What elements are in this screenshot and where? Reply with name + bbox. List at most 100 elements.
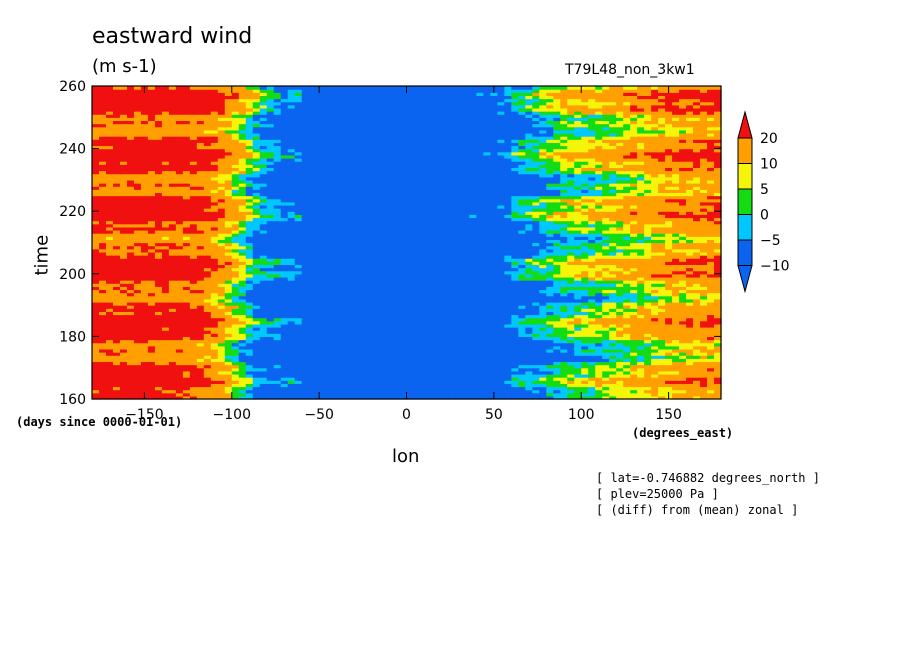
heatmap-cell xyxy=(371,348,380,353)
heatmap-cell xyxy=(175,361,184,366)
heatmap-cell xyxy=(483,380,491,384)
heatmap-cell xyxy=(294,352,303,356)
heatmap-cell xyxy=(532,361,540,366)
heatmap-cell xyxy=(420,395,429,400)
heatmap-cell xyxy=(406,358,415,363)
heatmap-cell xyxy=(168,380,177,384)
heatmap-cell xyxy=(679,348,687,353)
heatmap-cell xyxy=(378,377,387,381)
heatmap-cell xyxy=(308,345,317,350)
heatmap-cell xyxy=(679,358,687,363)
heatmap-cell xyxy=(665,386,673,391)
heatmap-cell xyxy=(490,380,498,384)
heatmap-cell xyxy=(420,386,429,391)
heatmap-cell xyxy=(462,380,470,384)
heatmap-cell xyxy=(553,392,561,397)
heatmap-cell xyxy=(196,373,205,378)
heatmap-cell xyxy=(511,355,519,359)
heatmap-cell xyxy=(413,370,422,375)
heatmap-cell xyxy=(154,373,163,378)
heatmap-cell xyxy=(518,361,526,366)
heatmap-cell xyxy=(553,370,561,375)
heatmap-cell xyxy=(679,377,687,381)
heatmap-cell xyxy=(483,395,491,400)
heatmap-cell xyxy=(700,395,708,400)
heatmap-cell xyxy=(196,367,205,372)
heatmap-cell xyxy=(455,348,464,353)
heatmap-cell xyxy=(357,370,366,375)
heatmap-cell xyxy=(175,383,184,388)
heatmap-cell xyxy=(203,392,212,397)
heatmap-cell xyxy=(511,345,519,350)
heatmap-cell xyxy=(315,386,324,391)
heatmap-cell xyxy=(539,377,547,381)
heatmap-cell xyxy=(574,389,582,394)
heatmap-cell xyxy=(168,389,177,394)
heatmap-cell xyxy=(462,352,470,356)
heatmap-cell xyxy=(287,358,296,363)
heatmap-cell xyxy=(462,383,470,388)
heatmap-cell xyxy=(259,370,268,375)
heatmap-cell xyxy=(259,348,268,353)
heatmap-cell xyxy=(406,389,415,394)
heatmap-cell xyxy=(616,386,624,391)
heatmap-cell xyxy=(126,355,135,359)
heatmap-cell xyxy=(588,358,596,363)
heatmap-cell xyxy=(567,361,575,366)
heatmap-cell xyxy=(224,370,233,375)
heatmap-cell xyxy=(434,380,443,384)
heatmap-cell xyxy=(392,373,401,378)
heatmap-cell xyxy=(364,383,373,388)
heatmap-cell xyxy=(217,389,226,394)
heatmap-cell xyxy=(98,352,107,356)
heatmap-cell xyxy=(637,392,645,397)
heatmap-cell xyxy=(462,355,470,359)
heatmap-cell xyxy=(189,395,198,400)
heatmap-cell xyxy=(301,395,310,400)
heatmap-cell xyxy=(525,367,533,372)
heatmap-cell xyxy=(427,389,436,394)
heatmap-cell xyxy=(182,352,191,356)
heatmap-cell xyxy=(350,355,359,359)
heatmap-cell xyxy=(112,361,121,366)
heatmap-cell xyxy=(455,389,464,394)
heatmap-cell xyxy=(119,389,128,394)
heatmap-cell xyxy=(602,370,610,375)
heatmap-cell xyxy=(623,386,631,391)
heatmap-cell xyxy=(252,361,261,366)
heatmap-cell xyxy=(546,380,554,384)
heatmap-cell xyxy=(455,370,464,375)
heatmap-cell xyxy=(553,364,561,369)
heatmap-cell xyxy=(364,367,373,372)
heatmap-cell xyxy=(266,380,275,384)
heatmap-cell xyxy=(665,367,673,372)
heatmap-cell xyxy=(266,352,275,356)
heatmap-cell xyxy=(427,348,436,353)
heatmap-cell xyxy=(651,367,659,372)
heatmap-cell xyxy=(553,345,561,350)
heatmap-cell xyxy=(637,345,645,350)
heatmap-cell xyxy=(147,380,156,384)
heatmap-cell xyxy=(126,389,135,394)
heatmap-cell xyxy=(434,383,443,388)
heatmap-cell xyxy=(658,370,666,375)
heatmap-cell xyxy=(210,377,219,381)
heatmap-cell xyxy=(686,380,694,384)
heatmap-cell xyxy=(98,383,107,388)
heatmap-cell xyxy=(399,358,408,363)
heatmap-cell xyxy=(329,386,338,391)
heatmap-cell xyxy=(623,373,631,378)
heatmap-cell xyxy=(602,373,610,378)
heatmap-cell xyxy=(385,386,394,391)
heatmap-cell xyxy=(112,380,121,384)
heatmap-cell xyxy=(476,348,484,353)
heatmap-cell xyxy=(294,389,303,394)
heatmap-cell xyxy=(427,373,436,378)
heatmap-cell xyxy=(168,348,177,353)
heatmap-cell xyxy=(385,395,394,400)
heatmap-cell xyxy=(567,345,575,350)
heatmap-cell xyxy=(385,383,394,388)
heatmap-cell xyxy=(595,358,603,363)
heatmap-cell xyxy=(231,373,240,378)
heatmap-cell xyxy=(266,345,275,350)
